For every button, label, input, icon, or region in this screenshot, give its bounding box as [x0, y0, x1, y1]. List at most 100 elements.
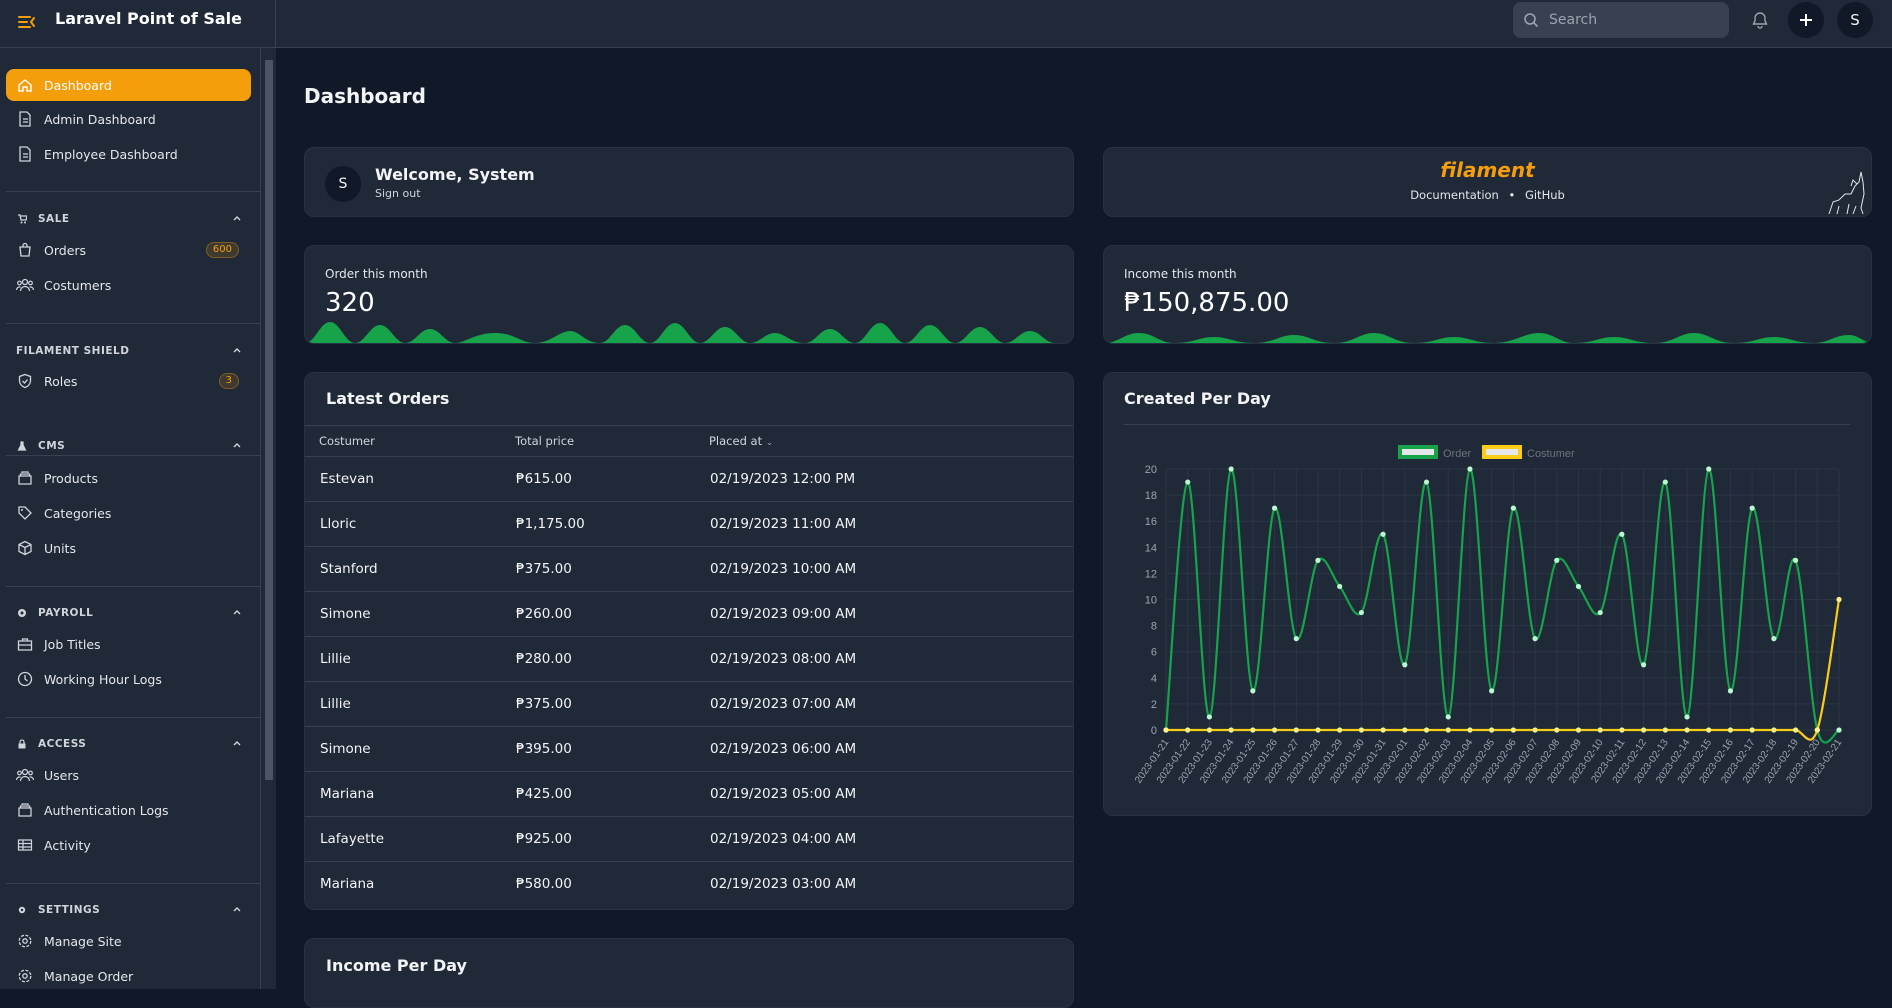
orders-count-badge: 600	[205, 242, 239, 258]
orders-month-stat-card: Order this month 320	[304, 245, 1074, 344]
notifications-bell-icon[interactable]	[1751, 11, 1769, 33]
table-row[interactable]: Lillie ₱280.00 02/19/2023 08:00 AM	[305, 636, 1073, 682]
sidebar-item-manage-order[interactable]: Manage Order	[6, 960, 251, 989]
brand-area: Laravel Point of Sale	[0, 0, 276, 48]
data-point	[1358, 727, 1364, 733]
sidebar-item-employee-dashboard[interactable]: Employee Dashboard	[6, 138, 251, 170]
cell-costumer: Mariana	[320, 876, 375, 893]
cell-placed-at: 02/19/2023 08:00 AM	[695, 636, 1073, 682]
top-bar: Laravel Point of Sale Search S	[0, 0, 1892, 48]
sidebar-item-job-titles[interactable]: Job Titles	[6, 628, 251, 660]
chevron-up-icon[interactable]	[232, 213, 242, 226]
sidebar-divider	[6, 323, 260, 324]
sidebar-group-sale[interactable]: SALE	[16, 213, 246, 225]
chevron-up-icon[interactable]	[232, 738, 242, 751]
legend-label: Order	[1443, 448, 1471, 460]
sign-out-link[interactable]: Sign out	[375, 187, 421, 200]
sidebar-group-payroll[interactable]: PAYROLL	[16, 607, 246, 619]
table-row[interactable]: Lafayette ₱925.00 02/19/2023 04:00 AM	[305, 816, 1073, 862]
data-point	[1662, 479, 1668, 485]
data-point	[1358, 609, 1364, 616]
sidebar-item-manage-site[interactable]: Manage Site	[6, 925, 251, 957]
app-title[interactable]: Laravel Point of Sale	[55, 9, 243, 28]
cell-total-price: ₱1,175.00	[501, 501, 695, 547]
column-header-placed-at[interactable]: Placed at ⌄	[695, 425, 1073, 457]
sidebar-item-label: Activity	[44, 837, 91, 853]
data-point	[1315, 557, 1321, 563]
table-icon	[16, 836, 34, 854]
sidebar-scrollbar-thumb[interactable]	[265, 60, 273, 780]
y-tick-label: 4	[1151, 673, 1157, 685]
create-plus-button[interactable]	[1788, 2, 1824, 38]
sidebar-group-filament-shield[interactable]: FILAMENT SHIELD	[16, 345, 246, 357]
sidebar-group-settings[interactable]: SETTINGS	[16, 904, 246, 916]
sidebar-item-roles[interactable]: Roles 3	[6, 365, 251, 397]
cell-placed-at: 02/19/2023 04:00 AM	[695, 816, 1073, 862]
table-row[interactable]: Stanford ₱375.00 02/19/2023 10:00 AM	[305, 546, 1073, 592]
sidebar-item-dashboard[interactable]: Dashboard	[6, 69, 251, 101]
sidebar-item-units[interactable]: Units	[6, 532, 251, 564]
table-row[interactable]: Lloric ₱1,175.00 02/19/2023 11:00 AM	[305, 501, 1073, 547]
table-row[interactable]: Lillie ₱375.00 02/19/2023 07:00 AM	[305, 681, 1073, 727]
cell-total-price: ₱425.00	[501, 771, 695, 817]
data-point	[1445, 714, 1451, 720]
sidebar-collapse-icon[interactable]	[17, 12, 37, 32]
table-row[interactable]: Estevan ₱615.00 02/19/2023 12:00 PM	[305, 456, 1073, 502]
filament-links: Documentation • GitHub	[1104, 188, 1871, 202]
cell-costumer: Lloric	[305, 501, 501, 547]
gear-icon	[16, 967, 34, 985]
sidebar-item-orders[interactable]: Orders 600	[6, 234, 251, 266]
table-row[interactable]: Mariana ₱425.00 02/19/2023 05:00 AM	[305, 771, 1073, 817]
sidebar-group-title: SALE	[38, 213, 70, 225]
sidebar-item-label: Job Titles	[44, 636, 101, 652]
data-point	[1185, 479, 1191, 485]
series-line-costumer	[1166, 599, 1841, 741]
y-tick-label: 0	[1151, 725, 1157, 737]
sidebar-item-products[interactable]: Products	[6, 462, 251, 494]
table-row[interactable]: Simone ₱260.00 02/19/2023 09:00 AM	[305, 591, 1073, 637]
chevron-up-icon[interactable]	[232, 440, 242, 453]
sidebar-item-categories[interactable]: Categories	[6, 497, 251, 529]
data-point	[1206, 727, 1213, 733]
chevron-up-icon[interactable]	[232, 904, 242, 917]
users-icon	[16, 276, 34, 294]
sidebar-item-working-hour-logs[interactable]: Working Hour Logs	[6, 663, 251, 695]
table-row[interactable]: Mariana ₱580.00 02/19/2023 03:00 AM	[305, 862, 1073, 907]
sidebar-scrollbar[interactable]	[260, 48, 276, 989]
page-title: Dashboard	[304, 84, 426, 108]
stat-label: Order this month	[325, 267, 428, 281]
table-row[interactable]: Simone ₱395.00 02/19/2023 06:00 AM	[305, 726, 1073, 772]
data-point	[1423, 727, 1430, 733]
column-header-costumer[interactable]: Costumer	[305, 425, 501, 457]
income-sparkline	[1104, 333, 1871, 343]
sidebar-item-authentication-logs[interactable]: Authentication Logs	[6, 794, 251, 826]
welcome-card: S Welcome, System Sign out	[304, 147, 1074, 217]
latest-orders-title: Latest Orders	[326, 389, 450, 408]
sidebar-item-activity[interactable]: Activity	[6, 829, 251, 861]
column-header-total-price[interactable]: Total price	[501, 425, 695, 457]
data-point	[1532, 727, 1538, 733]
search-input[interactable]: Search	[1513, 2, 1729, 38]
user-avatar[interactable]: S	[1837, 2, 1873, 38]
series-line-order	[1164, 467, 1840, 744]
cell-total-price: ₱395.00	[501, 726, 695, 772]
sidebar-item-users[interactable]: Users	[6, 759, 251, 791]
sidebar-group-cms[interactable]: CMS	[16, 440, 246, 452]
github-link[interactable]: GitHub	[1524, 188, 1565, 202]
sidebar-item-label: Categories	[44, 505, 112, 521]
documentation-link[interactable]: Documentation	[1410, 188, 1499, 202]
y-tick-label: 14	[1145, 542, 1157, 554]
data-point	[1771, 727, 1777, 733]
search-icon	[1523, 12, 1539, 32]
sidebar: Dashboard Admin Dashboard Employee Dashb…	[0, 48, 260, 989]
chevron-up-icon[interactable]	[232, 607, 242, 620]
sidebar-group-access[interactable]: ACCESS	[16, 738, 246, 750]
data-point	[1185, 727, 1191, 733]
sidebar-item-costumers[interactable]: Costumers	[6, 269, 251, 301]
data-point	[1510, 727, 1516, 733]
sidebar-item-admin-dashboard[interactable]: Admin Dashboard	[6, 103, 251, 135]
tag-icon	[16, 504, 34, 522]
sidebar-item-label: Users	[44, 767, 80, 783]
data-point	[1575, 583, 1582, 590]
chevron-up-icon[interactable]	[232, 345, 242, 358]
